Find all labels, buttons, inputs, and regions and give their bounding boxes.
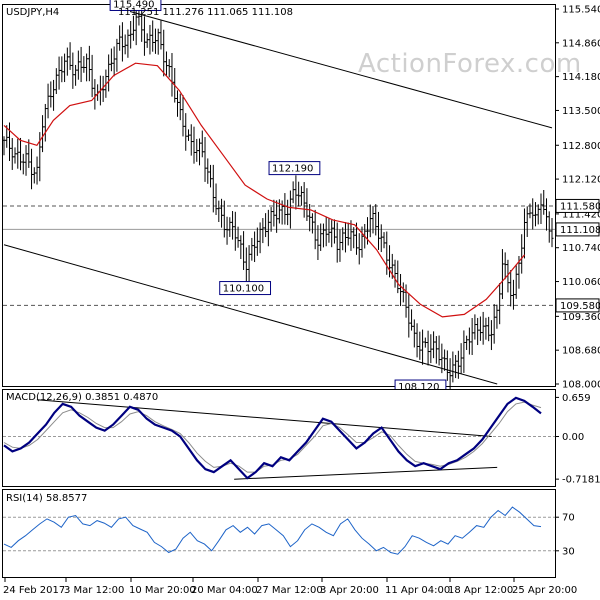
- price-y-tick-label: 110.060: [562, 277, 600, 288]
- rsi-title: RSI(14) 58.8577: [6, 493, 87, 504]
- x-tick-label: 25 Apr 20:00: [512, 585, 577, 596]
- macd-trendlines: [36, 399, 498, 480]
- channel-lower-line: [3, 244, 498, 385]
- x-tick-label: 20 Mar 04:00: [191, 585, 258, 596]
- price-y-tick-label: 113.500: [562, 106, 600, 117]
- price-callout-box: [219, 281, 272, 296]
- price-y-tick-label: 111.420: [562, 209, 600, 220]
- price-marker-label: 111.580: [560, 201, 600, 212]
- price-candles: [2, 2, 554, 391]
- price-y-tick-label: 112.800: [562, 141, 600, 152]
- price-labels: 115.490 112.190 110.100 108.120: [109, 0, 447, 394]
- macd-y-tick-label: -0.7181: [562, 475, 600, 486]
- chart-title: USDJPY,H4: [6, 7, 59, 18]
- ohlc-readout: 111.251 111.276 111.065 111.108: [118, 7, 293, 18]
- price-marker-box: [555, 198, 600, 213]
- x-tick-label: 18 Apr 12:00: [448, 585, 513, 596]
- macd-main-line: [3, 396, 542, 480]
- macd-panel: 0.659 0.00 -0.7181 MACD(12,26,9) 0.3851 0.…: [2, 389, 600, 487]
- rsi-levels: [3, 516, 555, 552]
- price-y-tick-label: 109.360: [562, 312, 600, 323]
- rsi-y-axis: 70 30: [555, 513, 575, 557]
- price-marker-label: 111.108: [560, 225, 600, 236]
- price-callout-label: 115.490: [113, 0, 154, 10]
- macd-title: MACD(12,26,9) 0.3851 0.4870: [6, 392, 158, 403]
- rsi-line: [3, 506, 542, 555]
- macd-y-axis: 0.659 0.00 -0.7181: [555, 393, 600, 486]
- macd-trendline: [36, 399, 492, 438]
- price-marker-box: [555, 222, 600, 237]
- macd-trendline: [234, 466, 498, 480]
- price-y-tick-label: 114.180: [562, 72, 600, 83]
- price-y-tick-label: 114.860: [562, 38, 600, 49]
- price-y-tick-label: 110.740: [562, 243, 600, 254]
- price-callout-label: 108.120: [398, 382, 439, 393]
- macd-y-tick-label: 0.00: [562, 432, 584, 443]
- x-tick-label: 10 Mar 20:00: [129, 585, 196, 596]
- channel-upper-line: [129, 10, 553, 129]
- price-y-tick-label: 108.680: [562, 346, 600, 357]
- price-marker-label: 109.580: [560, 301, 600, 312]
- price-callout-box: [109, 0, 162, 11]
- price-marker-box: [555, 298, 600, 313]
- rsi-y-tick-label: 30: [562, 546, 575, 557]
- macd-y-tick-label: 0.659: [562, 393, 591, 404]
- price-callout-label: 112.190: [272, 164, 313, 175]
- price-y-tick-label: 108.000: [562, 380, 600, 391]
- watermark: ActionForex.com: [358, 49, 582, 79]
- x-tick-label: 27 Mar 12:00: [256, 585, 323, 596]
- x-tick-label: 3 Apr 20:00: [320, 585, 379, 596]
- price-channel: [3, 10, 553, 385]
- moving-average-line: [3, 62, 526, 318]
- price-callout-box: [268, 161, 321, 176]
- rsi-panel: 70 30 RSI(14) 58.8577: [2, 489, 575, 578]
- price-y-tick-label: 115.540: [562, 4, 600, 15]
- x-tick-label: 11 Apr 04:00: [385, 585, 450, 596]
- rsi-y-tick-label: 70: [562, 513, 575, 524]
- x-tick-label: 24 Feb 2017: [3, 585, 65, 596]
- price-right-labels: 111.580 111.108 109.580: [555, 198, 600, 313]
- price-y-axis: 115.540 114.860 114.180 113.500 112.800 112.1…: [555, 4, 600, 391]
- price-callout-label: 110.100: [223, 284, 264, 295]
- x-tick-label: 3 Mar 12:00: [64, 585, 124, 596]
- macd-panel-frame: [2, 389, 556, 487]
- price-panel: ActionForex.com 115.490 112.190 110.100 108…: [2, 0, 600, 394]
- price-y-tick-label: 112.120: [562, 175, 600, 186]
- rsi-panel-frame: [2, 489, 556, 578]
